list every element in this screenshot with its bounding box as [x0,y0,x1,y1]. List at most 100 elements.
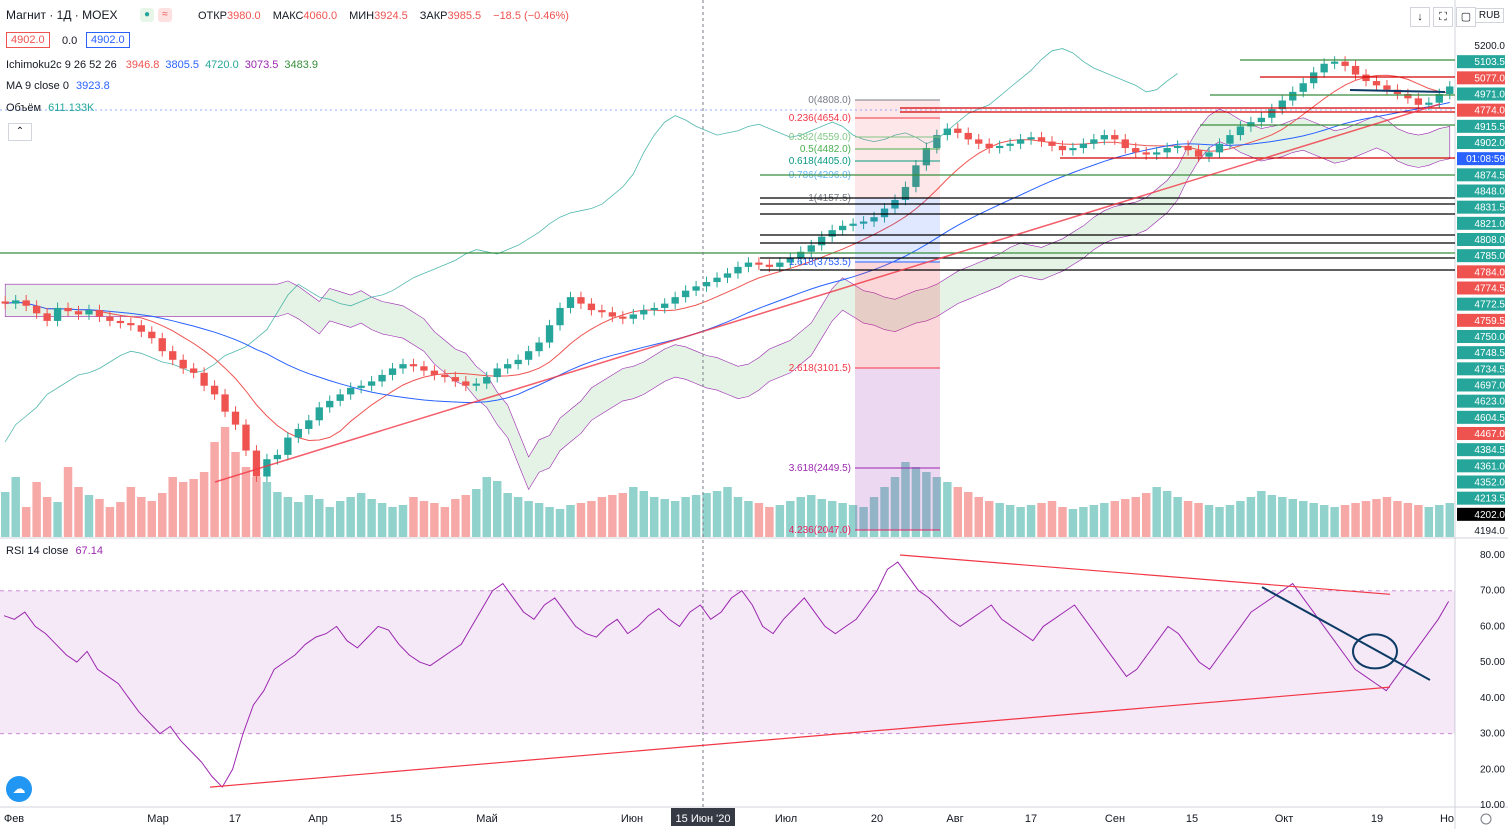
price-label-bg [1457,136,1505,149]
bid-box[interactable]: 4902.0 [6,32,50,48]
candle-body [681,290,690,298]
time-axis-label: Окт [1275,813,1294,825]
ohlc-value: 3924.5 [374,10,408,22]
currency-badge[interactable]: RUB [1474,8,1504,23]
ohlc-value: 4060.0 [303,10,338,22]
volume-bar [1005,505,1015,537]
price-label-bg [1457,475,1505,489]
candle-body [765,264,774,267]
price-label-bg [1457,55,1505,69]
volume-bar [377,503,387,537]
candle-body [179,359,187,369]
price-label-bg [1457,330,1505,343]
volume-bar [639,491,648,537]
volume-bar [984,501,994,537]
candle-body [451,377,460,382]
price-label-bg [1457,152,1505,166]
candle-body [1100,135,1108,140]
fib-level-label: 0.236(4654.0) [789,113,851,124]
volume-bar [1121,499,1130,537]
candle-body [95,310,104,317]
volume-bar [733,497,743,537]
volume-bar [409,497,418,537]
candle-body [347,387,355,395]
volume-bar [440,507,450,537]
volume-bar [231,452,240,537]
volume-label: Объём [6,102,42,114]
chart-legend-header: Магнит · 1Д · MOEX [6,8,117,22]
ma-label: MA 9 close 0 [6,80,69,92]
price-axis-label: 4772.5 [1474,300,1505,311]
volume-bar [1414,505,1423,537]
candle-body [577,297,585,304]
price-label-bg [1457,378,1505,392]
fib-level-label: 4.236(2047.0) [789,525,851,536]
candle-body [388,368,397,375]
ask-box[interactable]: 4902.0 [86,32,130,48]
candle-body [870,217,878,222]
ichimoku-value: 3483.9 [284,59,319,71]
candle-body [566,297,575,308]
candle-body [650,307,658,311]
volume-bar [1016,507,1025,537]
rsi-trend-line [1261,586,1431,681]
window-icon[interactable]: ▢ [1456,7,1476,27]
collapse-legend-button[interactable]: ⌃ [8,123,32,141]
volume-bar [95,499,104,537]
candle-body [1257,117,1266,123]
fullscreen-icon[interactable]: ⛶ [1433,7,1453,27]
arrow-down-icon[interactable]: ↓ [1410,7,1430,27]
trend-line [214,103,1441,483]
candle-body [399,364,407,369]
candle-body [535,342,543,352]
volume-bar [472,489,481,537]
volume-bar [817,499,826,537]
ichimoku-value: 3946.8 [125,59,160,71]
price-axis-label: 4784.0 [1474,267,1505,278]
volume-bar [629,487,638,537]
volume-bar [691,495,701,537]
volume-bar [995,503,1004,537]
volume-bar [1257,491,1266,537]
volume-bar [1110,501,1120,537]
candle-body [200,372,208,386]
ohlc-key: МИН [349,10,375,22]
volume-bar [1445,503,1454,537]
price-axis-label: 4785.0 [1474,251,1505,262]
candle-body [1111,135,1119,140]
volume-bar [63,467,73,537]
candle-body [524,351,533,360]
volume-bar [1215,507,1224,537]
volume-bar [890,477,900,537]
candle-body [1425,102,1433,105]
volume-bar [482,477,491,537]
candle-body [1320,63,1328,73]
candle-body [1362,74,1370,82]
symbol-title[interactable]: Магнит · 1Д · MOEX [6,8,118,22]
volume-bar [1361,501,1371,537]
candle-body [74,311,83,315]
price-label-bg [1457,346,1505,360]
candle-body [723,273,732,278]
volume-bar [451,499,460,537]
candle-body [284,437,292,455]
volume-bar [880,487,889,537]
ohlc-item: ОТКР3980.0 [192,10,261,22]
price-label-bg [1457,216,1505,230]
tradingview-logo-icon[interactable]: ☁ [6,776,32,802]
volume-bar [827,501,837,537]
volume-bar [1152,487,1161,537]
rsi-band [0,590,1455,734]
candle-body [922,148,931,166]
volume-bar [294,502,303,537]
volume-bar [807,495,816,537]
price-axis-label: 4604.5 [1474,413,1505,424]
ohlc-value: 3985.5 [447,10,482,22]
volume-bar [210,442,219,537]
volume-bar [1225,505,1235,537]
candle-body [849,223,857,226]
volume-bar [869,497,879,537]
candle-body [1184,145,1192,151]
rsi-trend-line [899,554,1391,595]
